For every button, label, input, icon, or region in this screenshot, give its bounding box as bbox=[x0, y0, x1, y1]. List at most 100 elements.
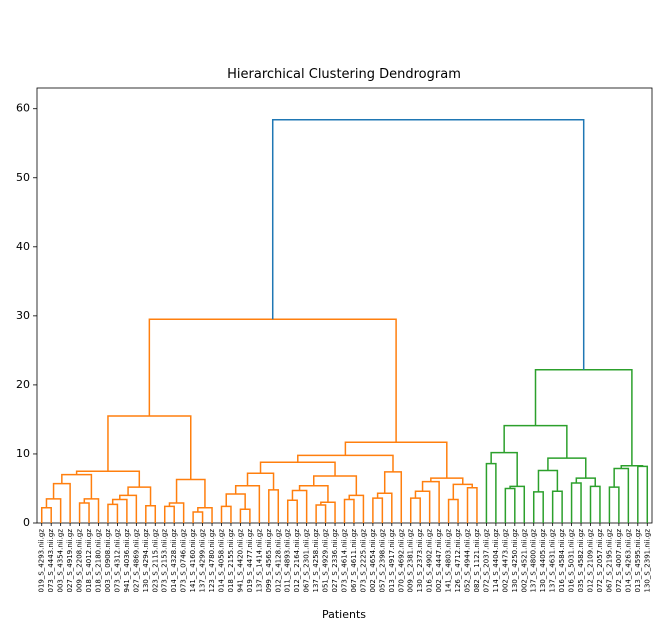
link bbox=[148, 318, 397, 443]
leaf-label: 072_S_2057.nii.gz bbox=[596, 529, 604, 593]
leaf-label: 012_S_4128.nii.gz bbox=[274, 529, 282, 593]
leaf-label: 126_S_4712.nii.gz bbox=[454, 529, 462, 593]
x-axis-label: Patients bbox=[322, 608, 366, 621]
leaf-label: 016_S_5031.nii.gz bbox=[568, 529, 576, 593]
leaf-label: 123_S_4780.nii.gz bbox=[208, 529, 216, 593]
leaf-label: 941_S_4420.nii.gz bbox=[236, 529, 244, 593]
leaf-label: 073_S_2153.nii.gz bbox=[161, 529, 169, 593]
leaf-label: 137_S_4258.nii.gz bbox=[312, 529, 320, 593]
leaf-label: 067_S_2301.nii.gz bbox=[303, 529, 311, 593]
link bbox=[537, 469, 559, 492]
leaf-label: 072_S_2037.nii.gz bbox=[482, 529, 490, 593]
leaf-label: 002_S_4447.nii.gz bbox=[435, 529, 443, 593]
link bbox=[163, 505, 175, 523]
leaf-label: 137_S_1414.nii.gz bbox=[255, 529, 263, 593]
leaf-label: 114_S_4404.nii.gz bbox=[492, 529, 500, 593]
link bbox=[343, 498, 355, 523]
leaf-label: 141_S_4803.nii.gz bbox=[445, 529, 453, 593]
link bbox=[40, 507, 52, 523]
leaf-label: 941_S_4036.nii.gz bbox=[123, 529, 131, 593]
leaf-label: 052_S_4944.nii.gz bbox=[464, 529, 472, 593]
leaf-label: 002_S_4473.nii.gz bbox=[501, 529, 509, 593]
link bbox=[220, 505, 232, 523]
leaf-label: 018_S_2155.nii.gz bbox=[227, 529, 235, 593]
leaf-label: 002_S_4654.nii.gz bbox=[369, 529, 377, 593]
leaf-label: 130_S_4294.nii.gz bbox=[142, 529, 150, 593]
leaf-label: 073_S_4312.nii.gz bbox=[113, 529, 121, 593]
leaf-label: 099_S_4565.nii.gz bbox=[265, 529, 273, 593]
leaf-label: 130_S_4405.nii.gz bbox=[539, 529, 547, 593]
leaf-label: 035_S_4582.nii.gz bbox=[577, 529, 585, 593]
leaf-label: 073_S_2225.nii.gz bbox=[359, 529, 367, 593]
leaf-label: 067_S_2195.nii.gz bbox=[605, 529, 613, 593]
link bbox=[409, 497, 421, 523]
leaf-label: 141_S_4160.nii.gz bbox=[189, 529, 197, 593]
chart-title: Hierarchical Clustering Dendrogram bbox=[227, 67, 461, 82]
leaf-label: 014_S_4328.nii.gz bbox=[170, 529, 178, 593]
link bbox=[52, 482, 71, 523]
link bbox=[313, 475, 358, 496]
y-tick-label: 40 bbox=[16, 240, 30, 253]
y-tick-label: 10 bbox=[16, 447, 30, 460]
leaf-label: 057_S_2398.nii.gz bbox=[378, 529, 386, 593]
link bbox=[383, 471, 403, 523]
leaf-label: 018_S_4012.nii.gz bbox=[85, 529, 93, 593]
link bbox=[532, 491, 544, 523]
link bbox=[509, 485, 526, 523]
leaf-label: 051_S_4929.nii.gz bbox=[322, 529, 330, 593]
link bbox=[111, 498, 128, 523]
leaf-label: 014_S_4263.nii.gz bbox=[624, 529, 632, 593]
leaf-label: 137_S_4631.nii.gz bbox=[549, 529, 557, 593]
leaf-label: 016_S_4584.nii.gz bbox=[558, 529, 566, 593]
leaf-label: 018_S_2180.nii.gz bbox=[95, 529, 103, 593]
leaf-label: 019_S_4293.nii.gz bbox=[38, 529, 46, 593]
link bbox=[637, 465, 649, 523]
leaf-label: 073_S_4443.nii.gz bbox=[47, 529, 55, 593]
leaf-label: 137_S_4299.nii.gz bbox=[199, 529, 207, 593]
leaf-label: 082_S_1121.nii.gz bbox=[473, 529, 481, 593]
leaf-label: 073_S_0746.nii.gz bbox=[180, 529, 188, 593]
link bbox=[197, 507, 213, 523]
leaf-label: 012_S_2164.nii.gz bbox=[293, 529, 301, 593]
link bbox=[246, 472, 275, 490]
leaf-label: 009_S_2381.nii.gz bbox=[407, 529, 415, 593]
leaf-label: 027_S_2336.nii.gz bbox=[331, 529, 339, 593]
leaf-label: 073_S_4614.nii.gz bbox=[341, 529, 349, 593]
leaf-label: 011_S_4893.nii.gz bbox=[284, 529, 292, 593]
leaf-label: 013_S_4595.nii.gz bbox=[634, 529, 642, 593]
link bbox=[119, 494, 138, 523]
leaf-label: 137_S_4800.nii.gz bbox=[530, 529, 538, 593]
leaf-label: 003_S_4354.nii.gz bbox=[57, 529, 65, 593]
leaf-label: 070_S_4692.nii.gz bbox=[397, 529, 405, 593]
leaf-label: 072_S_4007.nii.gz bbox=[615, 529, 623, 593]
leaf-label: 013_S_4917.nii.gz bbox=[388, 529, 396, 593]
link bbox=[291, 489, 308, 523]
leaf-label: 009_S_2208.nii.gz bbox=[76, 529, 84, 593]
link bbox=[348, 494, 365, 523]
leaf-label: 130_S_2391.nii.gz bbox=[643, 529, 651, 593]
y-tick-label: 60 bbox=[16, 102, 30, 115]
leaf-label: 027_S_4869.nii.gz bbox=[132, 529, 140, 593]
link bbox=[271, 119, 585, 370]
leaf-label: 016_S_4902.nii.gz bbox=[426, 529, 434, 593]
leaf-label: 019_S_4477.nii.gz bbox=[246, 529, 254, 593]
leaf-label: 027_S_4919.nii.gz bbox=[66, 529, 74, 593]
leaf-label: 002_S_4521.nii.gz bbox=[520, 529, 528, 593]
leaf-label: 003_S_0908.nii.gz bbox=[104, 529, 112, 593]
leaf-label: 067_S_4611.nii.gz bbox=[350, 529, 358, 593]
leaf-label: 023_S_2115.nii.gz bbox=[151, 529, 159, 593]
leaf-label: 130_S_4250.nii.gz bbox=[511, 529, 519, 593]
y-tick-label: 50 bbox=[16, 171, 30, 184]
link bbox=[447, 498, 459, 523]
leaf-label: 130_S_2373.nii.gz bbox=[416, 529, 424, 593]
y-tick-label: 30 bbox=[16, 309, 30, 322]
link bbox=[315, 504, 327, 523]
y-tick-label: 0 bbox=[23, 516, 30, 529]
link bbox=[376, 492, 393, 523]
link bbox=[61, 473, 93, 499]
leaf-label: 014_S_4058.nii.gz bbox=[218, 529, 226, 593]
link bbox=[372, 497, 384, 523]
link bbox=[466, 487, 478, 523]
